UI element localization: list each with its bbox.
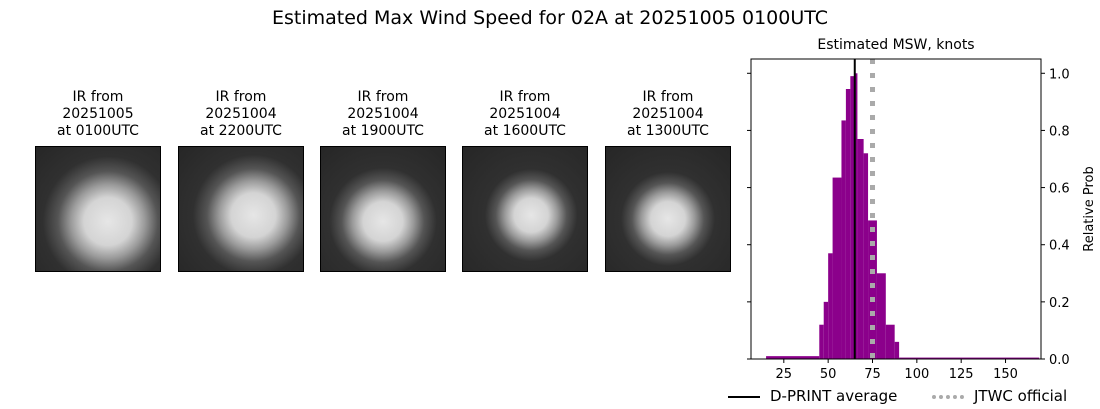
ir-panel-title: IR from 20251004 at 1600UTC [484, 89, 566, 139]
histogram-bar [766, 356, 820, 359]
ir-panel-title: IR from 20251004 at 2200UTC [200, 89, 282, 139]
satellite-ir-image [320, 146, 446, 272]
x-tick-label: 75 [864, 367, 881, 382]
histogram-bar [819, 324, 824, 359]
ir-panel: IR from 20251005 at 0100UTC [35, 89, 161, 272]
histogram-bar [894, 341, 900, 359]
ir-panel: IR from 20251004 at 2200UTC [178, 89, 304, 272]
histogram-bar [823, 301, 829, 359]
solid-line-icon [728, 395, 760, 398]
histogram-bar [832, 177, 842, 359]
y-axis-label: Relative Prob [1082, 166, 1097, 251]
x-tick-label: 50 [820, 367, 837, 382]
histogram-bar [854, 73, 858, 360]
histogram-bar [876, 273, 886, 359]
y-tick-label: 0.8 [1049, 124, 1070, 139]
dotted-line-icon [932, 394, 964, 399]
histogram-bar [841, 120, 846, 359]
satellite-ir-image [462, 146, 588, 272]
histogram-bar [845, 89, 851, 359]
x-tick-label: 100 [904, 367, 929, 382]
histogram-bar [850, 76, 855, 360]
plot-frame [750, 58, 1042, 360]
y-tick-label: 1.0 [1049, 67, 1070, 82]
x-tick-label: 25 [776, 367, 793, 382]
y-tick-label: 0.6 [1049, 182, 1070, 197]
ir-panel-title: IR from 20251004 at 1300UTC [627, 89, 709, 139]
legend-dprint: D-PRINT average [728, 387, 897, 405]
y-tick-label: 0.2 [1049, 296, 1070, 311]
histogram-bar [863, 153, 869, 359]
ir-panel-title: IR from 20251005 at 0100UTC [57, 89, 139, 139]
legend-label: JTWC official [974, 387, 1068, 405]
figure-title: Estimated Max Wind Speed for 02A at 2025… [271, 7, 828, 29]
y-tick-label: 0.0 [1049, 353, 1070, 368]
y-tick-label: 0.4 [1049, 239, 1070, 254]
legend-jtwc: JTWC official [932, 387, 1067, 405]
histogram-bar [868, 220, 877, 359]
satellite-ir-image [178, 146, 304, 272]
histogram-bar [899, 357, 1040, 359]
histogram-bar [885, 324, 895, 359]
x-tick-label: 125 [949, 367, 974, 382]
x-tick-label: 150 [993, 367, 1018, 382]
satellite-ir-image [35, 146, 161, 272]
legend-label: D-PRINT average [770, 387, 898, 405]
chart-title: Estimated MSW, knots [817, 37, 975, 53]
satellite-ir-image [605, 146, 731, 272]
histogram-bar [857, 139, 864, 359]
histogram-bar [828, 253, 833, 359]
ir-panel: IR from 20251004 at 1600UTC [462, 89, 588, 272]
ir-panel-title: IR from 20251004 at 1900UTC [342, 89, 424, 139]
ir-panel: IR from 20251004 at 1900UTC [320, 89, 446, 272]
ir-panel: IR from 20251004 at 1300UTC [605, 89, 731, 272]
